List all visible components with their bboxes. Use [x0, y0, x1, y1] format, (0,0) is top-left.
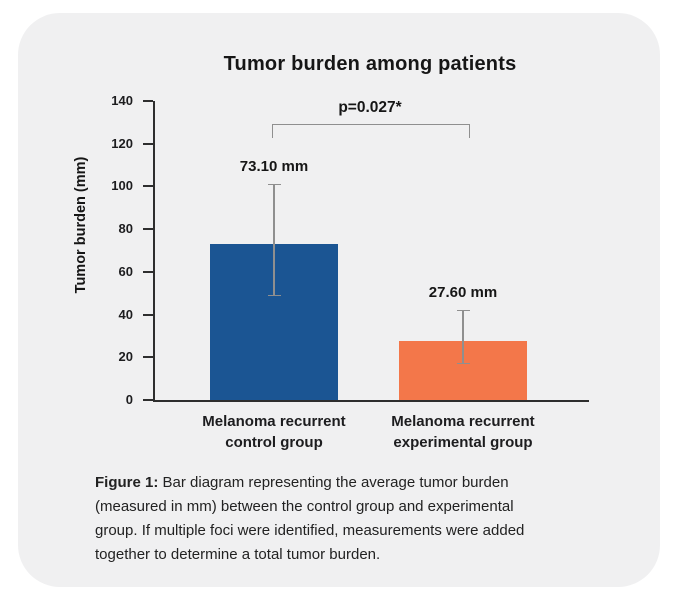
significance-bracket	[272, 124, 470, 138]
plot-area: 0 20 40 60 80 100 120 140 73.10 mm Melanoma recur…	[111, 93, 589, 451]
y-tick-label: 0	[125, 392, 133, 407]
error-bar-line	[462, 310, 464, 364]
y-axis-title: Tumor burden (mm)	[73, 156, 89, 294]
y-tick-label: 20	[118, 349, 133, 365]
figure-card: Tumor burden among patients p=0.027* Tum…	[18, 13, 660, 587]
error-bar-cap	[456, 309, 470, 312]
error-bar-cap	[456, 362, 470, 365]
caption-line: (measured in mm) between the control gro…	[95, 498, 514, 515]
caption-line: group. If multiple foci were identified,…	[95, 522, 525, 539]
y-tick	[143, 356, 153, 359]
caption-figure-label: Figure 1:	[95, 474, 159, 491]
caption-text: Bar diagram representing the average tum…	[158, 474, 509, 491]
significance-label: p=0.027*	[338, 99, 402, 116]
figure-caption: Figure 1: Bar diagram representing the a…	[95, 471, 585, 567]
x-category-line: control group	[225, 434, 323, 451]
y-tick	[143, 399, 153, 401]
caption-line: Figure 1: Bar diagram representing the a…	[95, 471, 585, 495]
x-category-line: Melanoma recurrent	[202, 413, 346, 430]
chart-title: Tumor burden among patients	[223, 53, 517, 75]
error-bar-cap	[267, 183, 281, 186]
y-tick	[143, 100, 153, 102]
y-tick-label: 40	[118, 306, 133, 322]
y-tick	[143, 313, 153, 316]
y-tick-label: 80	[118, 221, 133, 237]
y-tick	[143, 142, 153, 145]
error-bar-cap	[267, 294, 281, 297]
bar-value-label: 73.10 mm	[239, 158, 309, 176]
x-category-line: experimental group	[393, 434, 533, 451]
error-bar-line	[273, 184, 275, 296]
x-category-label: Melanoma recurrent experimental group	[353, 411, 573, 453]
caption-line: together to determine a total tumor burd…	[95, 546, 381, 563]
y-tick	[143, 185, 153, 188]
y-tick-label: 60	[118, 263, 133, 279]
y-tick-label: 120	[111, 135, 133, 151]
y-tick	[143, 270, 153, 273]
x-category-label: Melanoma recurrent control group	[164, 411, 384, 453]
y-tick-label: 140	[111, 93, 133, 108]
bar-value-label: 27.60 mm	[428, 284, 498, 302]
y-tick	[143, 228, 153, 231]
y-tick-label: 100	[111, 178, 133, 194]
x-category-line: Melanoma recurrent	[391, 413, 535, 430]
